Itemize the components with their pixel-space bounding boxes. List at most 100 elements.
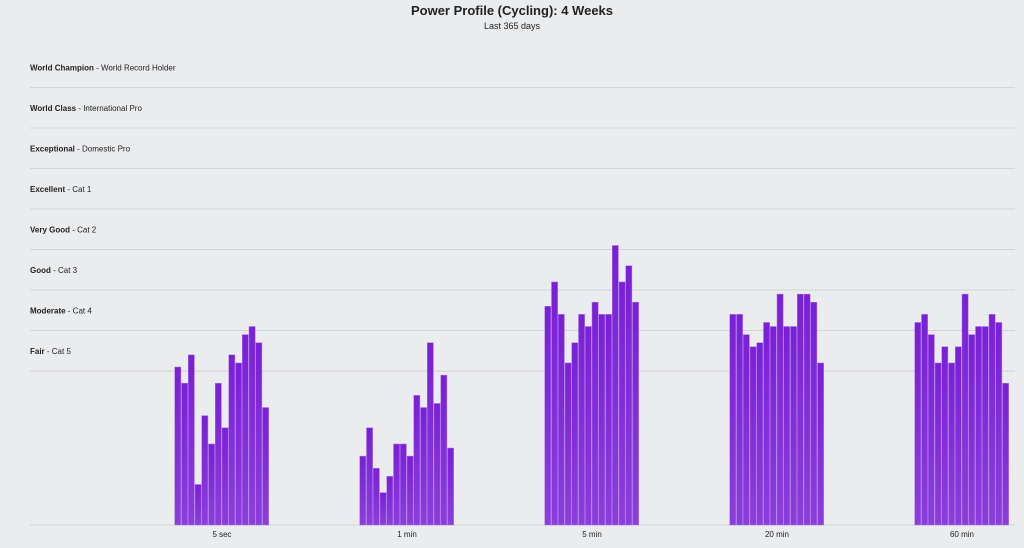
- bar: [914, 322, 922, 526]
- bar: [571, 342, 579, 526]
- bar: [736, 314, 743, 526]
- bar: [810, 301, 818, 526]
- bar: [393, 443, 400, 526]
- chart-title: Power Profile (Cycling): 4 Weeks: [411, 3, 613, 18]
- bar: [756, 342, 764, 526]
- level-label: Excellent - Cat 1: [30, 185, 92, 194]
- bar: [578, 314, 585, 526]
- bar: [729, 314, 737, 526]
- bar: [941, 346, 949, 526]
- bar: [790, 326, 797, 526]
- level-name: Good: [30, 266, 51, 275]
- level-separator: -: [66, 307, 73, 316]
- bar: [763, 322, 770, 526]
- bar: [255, 342, 263, 526]
- bar: [208, 443, 215, 526]
- level-desc: Cat 1: [72, 185, 92, 194]
- bar: [948, 362, 955, 526]
- bar: [188, 354, 195, 526]
- level-separator: -: [75, 145, 82, 154]
- bar: [221, 427, 229, 526]
- bar: [427, 342, 434, 526]
- bar: [797, 293, 804, 526]
- bar: [955, 346, 962, 526]
- bar: [215, 382, 222, 526]
- level-desc: World Record Holder: [101, 64, 176, 73]
- bar: [194, 484, 202, 526]
- level-separator: -: [65, 185, 72, 194]
- bar: [359, 455, 367, 526]
- bar: [961, 293, 969, 526]
- level-name: Excellent: [30, 185, 65, 194]
- bar: [406, 455, 414, 526]
- bar: [585, 326, 592, 526]
- chart-subtitle: Last 365 days: [484, 21, 541, 31]
- level-desc: Cat 3: [58, 266, 78, 275]
- bar: [366, 427, 373, 526]
- bar: [743, 334, 750, 526]
- level-name: Moderate: [30, 307, 66, 316]
- x-tick-label: 1 min: [397, 530, 417, 539]
- bar: [440, 374, 448, 526]
- bar: [1002, 382, 1009, 526]
- bar: [433, 403, 441, 526]
- bar: [625, 265, 633, 526]
- bar: [605, 314, 612, 526]
- level-desc: Cat 4: [73, 307, 93, 316]
- bar: [598, 314, 606, 526]
- bar: [201, 415, 209, 526]
- level-name: Very Good: [30, 226, 70, 235]
- bar: [373, 468, 380, 526]
- bar: [591, 301, 599, 526]
- bar: [968, 334, 976, 526]
- level-separator: -: [94, 64, 101, 73]
- bar: [749, 346, 757, 526]
- bar: [379, 492, 387, 526]
- level-name: Fair: [30, 347, 45, 356]
- bar: [921, 314, 928, 526]
- bar: [235, 362, 242, 526]
- level-name: World Class: [30, 104, 77, 113]
- x-tick-label: 60 min: [950, 530, 974, 539]
- bar: [558, 314, 565, 526]
- level-separator: -: [70, 226, 77, 235]
- level-separator: -: [45, 347, 52, 356]
- bar: [618, 281, 626, 526]
- bar: [803, 293, 811, 526]
- level-label: Exceptional - Domestic Pro: [30, 145, 131, 154]
- bar: [551, 281, 558, 526]
- level-desc: Domestic Pro: [82, 145, 131, 154]
- level-name: Exceptional: [30, 145, 75, 154]
- bar: [181, 382, 188, 526]
- bar: [242, 334, 249, 526]
- bar: [612, 245, 619, 526]
- bar: [564, 362, 572, 526]
- bar: [995, 322, 1003, 526]
- bar: [386, 476, 394, 526]
- bar: [248, 326, 256, 526]
- level-desc: International Pro: [83, 104, 142, 113]
- bar: [544, 306, 552, 526]
- bar: [420, 407, 427, 526]
- level-label: Moderate - Cat 4: [30, 307, 92, 316]
- level-label: World Class - International Pro: [30, 104, 142, 113]
- bar: [262, 407, 269, 526]
- x-tick-label: 20 min: [765, 530, 789, 539]
- bar: [988, 314, 996, 526]
- bar: [400, 443, 407, 526]
- level-desc: Cat 2: [77, 226, 97, 235]
- bar: [817, 362, 824, 526]
- bar: [776, 293, 784, 526]
- bar: [447, 447, 454, 526]
- level-name: World Champion: [30, 64, 94, 73]
- bar: [174, 366, 182, 526]
- bar: [783, 326, 791, 526]
- bar: [975, 326, 982, 526]
- level-label: Good - Cat 3: [30, 266, 78, 275]
- level-separator: -: [76, 104, 83, 113]
- level-separator: -: [51, 266, 58, 275]
- level-desc: Cat 5: [52, 347, 72, 356]
- x-tick-label: 5 min: [582, 530, 602, 539]
- bar: [928, 334, 935, 526]
